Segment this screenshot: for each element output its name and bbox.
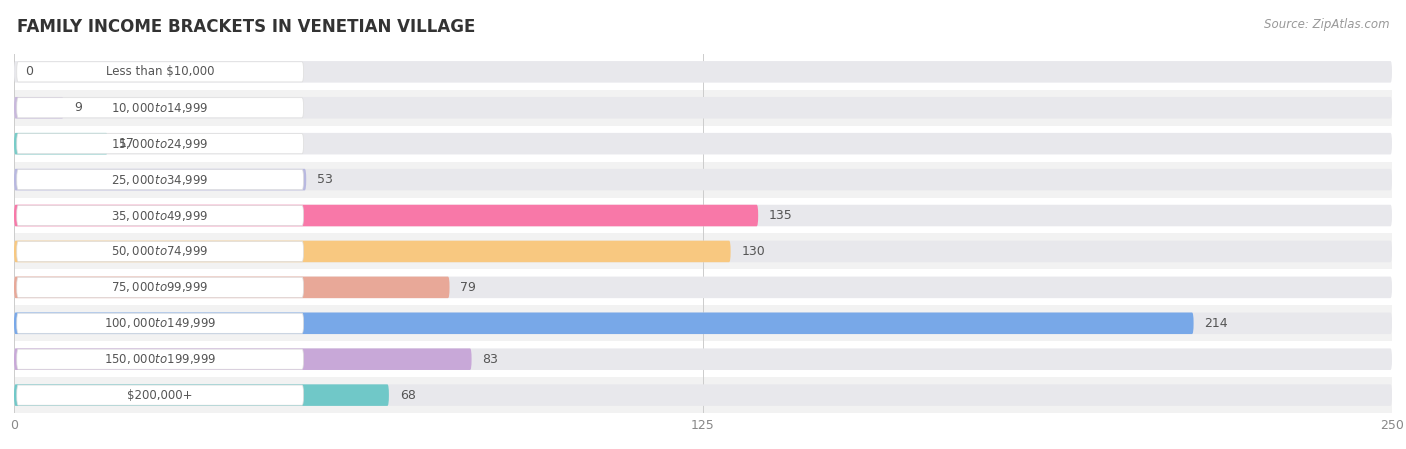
FancyBboxPatch shape [17, 134, 304, 154]
FancyBboxPatch shape [17, 277, 304, 297]
Text: 135: 135 [769, 209, 793, 222]
FancyBboxPatch shape [17, 206, 304, 225]
FancyBboxPatch shape [17, 170, 304, 189]
FancyBboxPatch shape [14, 205, 758, 226]
Text: 130: 130 [741, 245, 765, 258]
Text: $15,000 to $24,999: $15,000 to $24,999 [111, 136, 209, 151]
Text: $150,000 to $199,999: $150,000 to $199,999 [104, 352, 217, 366]
Bar [14, 341, 1392, 377]
Text: $100,000 to $149,999: $100,000 to $149,999 [104, 316, 217, 330]
FancyBboxPatch shape [14, 169, 307, 190]
Text: Less than $10,000: Less than $10,000 [105, 66, 214, 78]
FancyBboxPatch shape [17, 385, 304, 405]
Text: 214: 214 [1205, 317, 1229, 330]
FancyBboxPatch shape [14, 384, 389, 406]
FancyBboxPatch shape [14, 241, 1392, 262]
FancyBboxPatch shape [14, 97, 63, 119]
Text: Source: ZipAtlas.com: Source: ZipAtlas.com [1264, 18, 1389, 31]
FancyBboxPatch shape [14, 61, 1392, 83]
Bar [14, 305, 1392, 341]
FancyBboxPatch shape [14, 348, 1392, 370]
FancyBboxPatch shape [14, 169, 1392, 190]
FancyBboxPatch shape [14, 133, 108, 154]
FancyBboxPatch shape [14, 277, 1392, 298]
Text: 83: 83 [482, 353, 498, 365]
Text: $10,000 to $14,999: $10,000 to $14,999 [111, 101, 209, 115]
FancyBboxPatch shape [14, 205, 1392, 226]
FancyBboxPatch shape [14, 384, 1392, 406]
Bar [14, 90, 1392, 126]
Text: 53: 53 [318, 173, 333, 186]
Text: $50,000 to $74,999: $50,000 to $74,999 [111, 244, 209, 259]
Text: 0: 0 [25, 66, 34, 78]
Text: 68: 68 [399, 389, 416, 401]
FancyBboxPatch shape [14, 348, 471, 370]
Bar [14, 126, 1392, 162]
FancyBboxPatch shape [17, 98, 304, 118]
Bar [14, 269, 1392, 305]
Bar [14, 54, 1392, 90]
FancyBboxPatch shape [14, 277, 450, 298]
FancyBboxPatch shape [17, 313, 304, 333]
Bar [14, 198, 1392, 233]
Bar [14, 162, 1392, 198]
Text: $25,000 to $34,999: $25,000 to $34,999 [111, 172, 209, 187]
FancyBboxPatch shape [17, 349, 304, 369]
FancyBboxPatch shape [14, 97, 1392, 119]
FancyBboxPatch shape [14, 133, 1392, 154]
Text: 79: 79 [461, 281, 477, 294]
Text: FAMILY INCOME BRACKETS IN VENETIAN VILLAGE: FAMILY INCOME BRACKETS IN VENETIAN VILLA… [17, 18, 475, 36]
FancyBboxPatch shape [17, 62, 304, 82]
Text: $75,000 to $99,999: $75,000 to $99,999 [111, 280, 209, 295]
Text: 17: 17 [118, 137, 135, 150]
Text: 9: 9 [75, 101, 83, 114]
Bar [14, 377, 1392, 413]
FancyBboxPatch shape [17, 242, 304, 261]
Text: $200,000+: $200,000+ [128, 389, 193, 401]
FancyBboxPatch shape [14, 241, 731, 262]
Bar [14, 233, 1392, 269]
Text: $35,000 to $49,999: $35,000 to $49,999 [111, 208, 209, 223]
FancyBboxPatch shape [14, 313, 1392, 334]
FancyBboxPatch shape [14, 313, 1194, 334]
